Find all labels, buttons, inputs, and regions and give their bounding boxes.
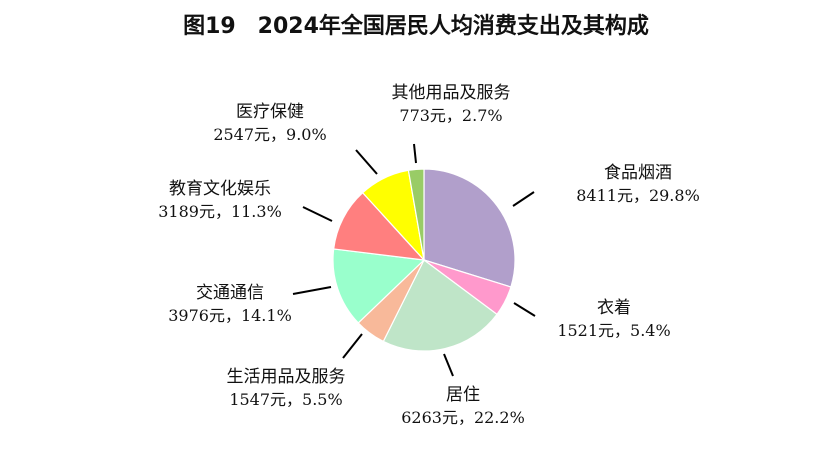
slice-label-value: 6263元，22.2% (401, 408, 525, 427)
slice-label-name: 居住 (446, 385, 480, 405)
leader-line (413, 143, 417, 164)
leader-line (512, 191, 535, 207)
pie-slices (332, 168, 516, 352)
slice-labels: 食品烟酒 8411元，29.8% 衣着 1521元，5.4% 居住 6263元，22.2%… (158, 83, 700, 427)
slice-label-name: 生活用品及服务 (227, 367, 346, 387)
leader-line (513, 302, 536, 317)
slice-label-value: 3976元，14.1% (168, 306, 292, 325)
leader-line (292, 286, 332, 295)
slice-label-value: 1521元，5.4% (557, 321, 670, 340)
leader-line (302, 206, 333, 222)
slice-label-name: 食品烟酒 (604, 163, 672, 183)
slice-label-name: 衣着 (597, 298, 631, 318)
leader-lines (292, 143, 536, 377)
slice-label-name: 其他用品及服务 (392, 83, 511, 103)
pie-slice (333, 191, 426, 261)
chart-title: 图19 2024年全国居民人均消费支出及其构成 (183, 13, 649, 39)
slice-label-value: 2547元，9.0% (213, 125, 326, 144)
slice-label-value: 1547元，5.5% (229, 390, 342, 409)
slice-label-name: 教育文化娱乐 (169, 179, 271, 199)
leader-line (443, 353, 454, 377)
slice-label-name: 医疗保健 (236, 102, 304, 122)
slice-label-value: 773元，2.7% (399, 106, 502, 125)
slice-label-value: 3189元，11.3% (158, 202, 282, 221)
slice-label-name: 交通通信 (196, 283, 264, 303)
pie-slice (407, 168, 425, 261)
pie-slice (382, 259, 498, 352)
leader-line (355, 149, 378, 175)
pie-slice (423, 168, 516, 288)
pie-slice (332, 248, 426, 324)
leader-line (342, 333, 363, 359)
slice-label-value: 8411元，29.8% (576, 186, 700, 205)
